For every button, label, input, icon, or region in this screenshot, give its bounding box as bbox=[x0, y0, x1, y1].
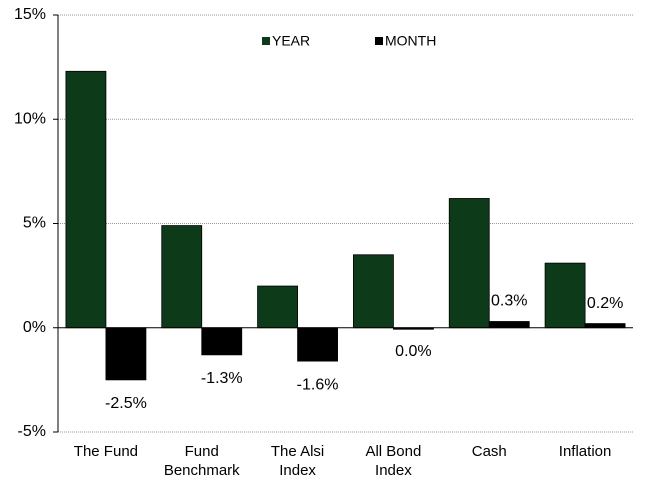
y-tick-label: -5% bbox=[18, 423, 46, 440]
bar bbox=[297, 327, 338, 362]
bar bbox=[584, 323, 626, 329]
legend-swatch bbox=[262, 37, 270, 45]
bar bbox=[544, 262, 586, 329]
x-tick-label: Inflation bbox=[558, 443, 612, 460]
y-tick-label: 10% bbox=[14, 110, 46, 127]
bar bbox=[161, 225, 203, 329]
x-tick-label: Cash bbox=[471, 443, 507, 460]
bar bbox=[353, 254, 394, 329]
legend-label: MONTH bbox=[385, 33, 436, 49]
value-label: 0.3% bbox=[491, 293, 527, 310]
value-label: -1.3% bbox=[201, 370, 243, 387]
value-label: 0.0% bbox=[395, 343, 431, 360]
bar bbox=[488, 321, 530, 329]
value-label: 0.2% bbox=[587, 295, 623, 312]
x-tick-label: The Alsi Index bbox=[270, 443, 325, 479]
x-tick-label: The Fund bbox=[73, 443, 139, 460]
x-tick-label: Fund Benchmark bbox=[163, 443, 240, 479]
y-tick-label: 5% bbox=[23, 215, 46, 232]
y-tick-label: 0% bbox=[23, 319, 46, 336]
bar bbox=[105, 327, 147, 381]
bar bbox=[65, 70, 107, 329]
legend-swatch bbox=[375, 37, 383, 45]
value-label: -2.5% bbox=[105, 395, 147, 412]
legend-label: YEAR bbox=[272, 33, 310, 49]
value-label: -1.6% bbox=[297, 376, 339, 393]
bar bbox=[257, 285, 298, 329]
bar bbox=[201, 327, 243, 356]
y-tick-label: 15% bbox=[14, 6, 46, 23]
bar bbox=[448, 198, 490, 329]
x-tick-label: All Bond Index bbox=[365, 443, 422, 479]
